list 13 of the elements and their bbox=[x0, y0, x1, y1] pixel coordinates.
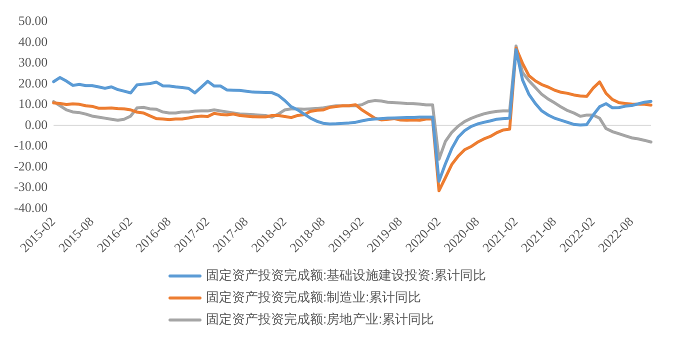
y-tick-label: 50.00 bbox=[18, 13, 48, 28]
legend-label: 固定资产投资完成额:制造业:累计同比 bbox=[206, 290, 422, 305]
y-tick-label: 20.00 bbox=[18, 75, 48, 90]
y-tick-label: -20.00 bbox=[14, 158, 48, 174]
y-tick-label: -40.00 bbox=[14, 200, 48, 215]
y-tick-label: 40.00 bbox=[18, 34, 48, 49]
y-tick-label: 0.00 bbox=[24, 116, 48, 132]
y-tick-label: -10.00 bbox=[14, 138, 48, 153]
legend-label: 固定资产投资完成额:基础设施建设投资:累计同比 bbox=[206, 268, 486, 283]
legend-label: 固定资产投资完成额:房地产业:累计同比 bbox=[206, 312, 434, 327]
y-tick-label: 10.00 bbox=[18, 96, 48, 112]
y-tick-label: 30.00 bbox=[18, 54, 48, 70]
y-tick-label: -30.00 bbox=[14, 179, 48, 194]
